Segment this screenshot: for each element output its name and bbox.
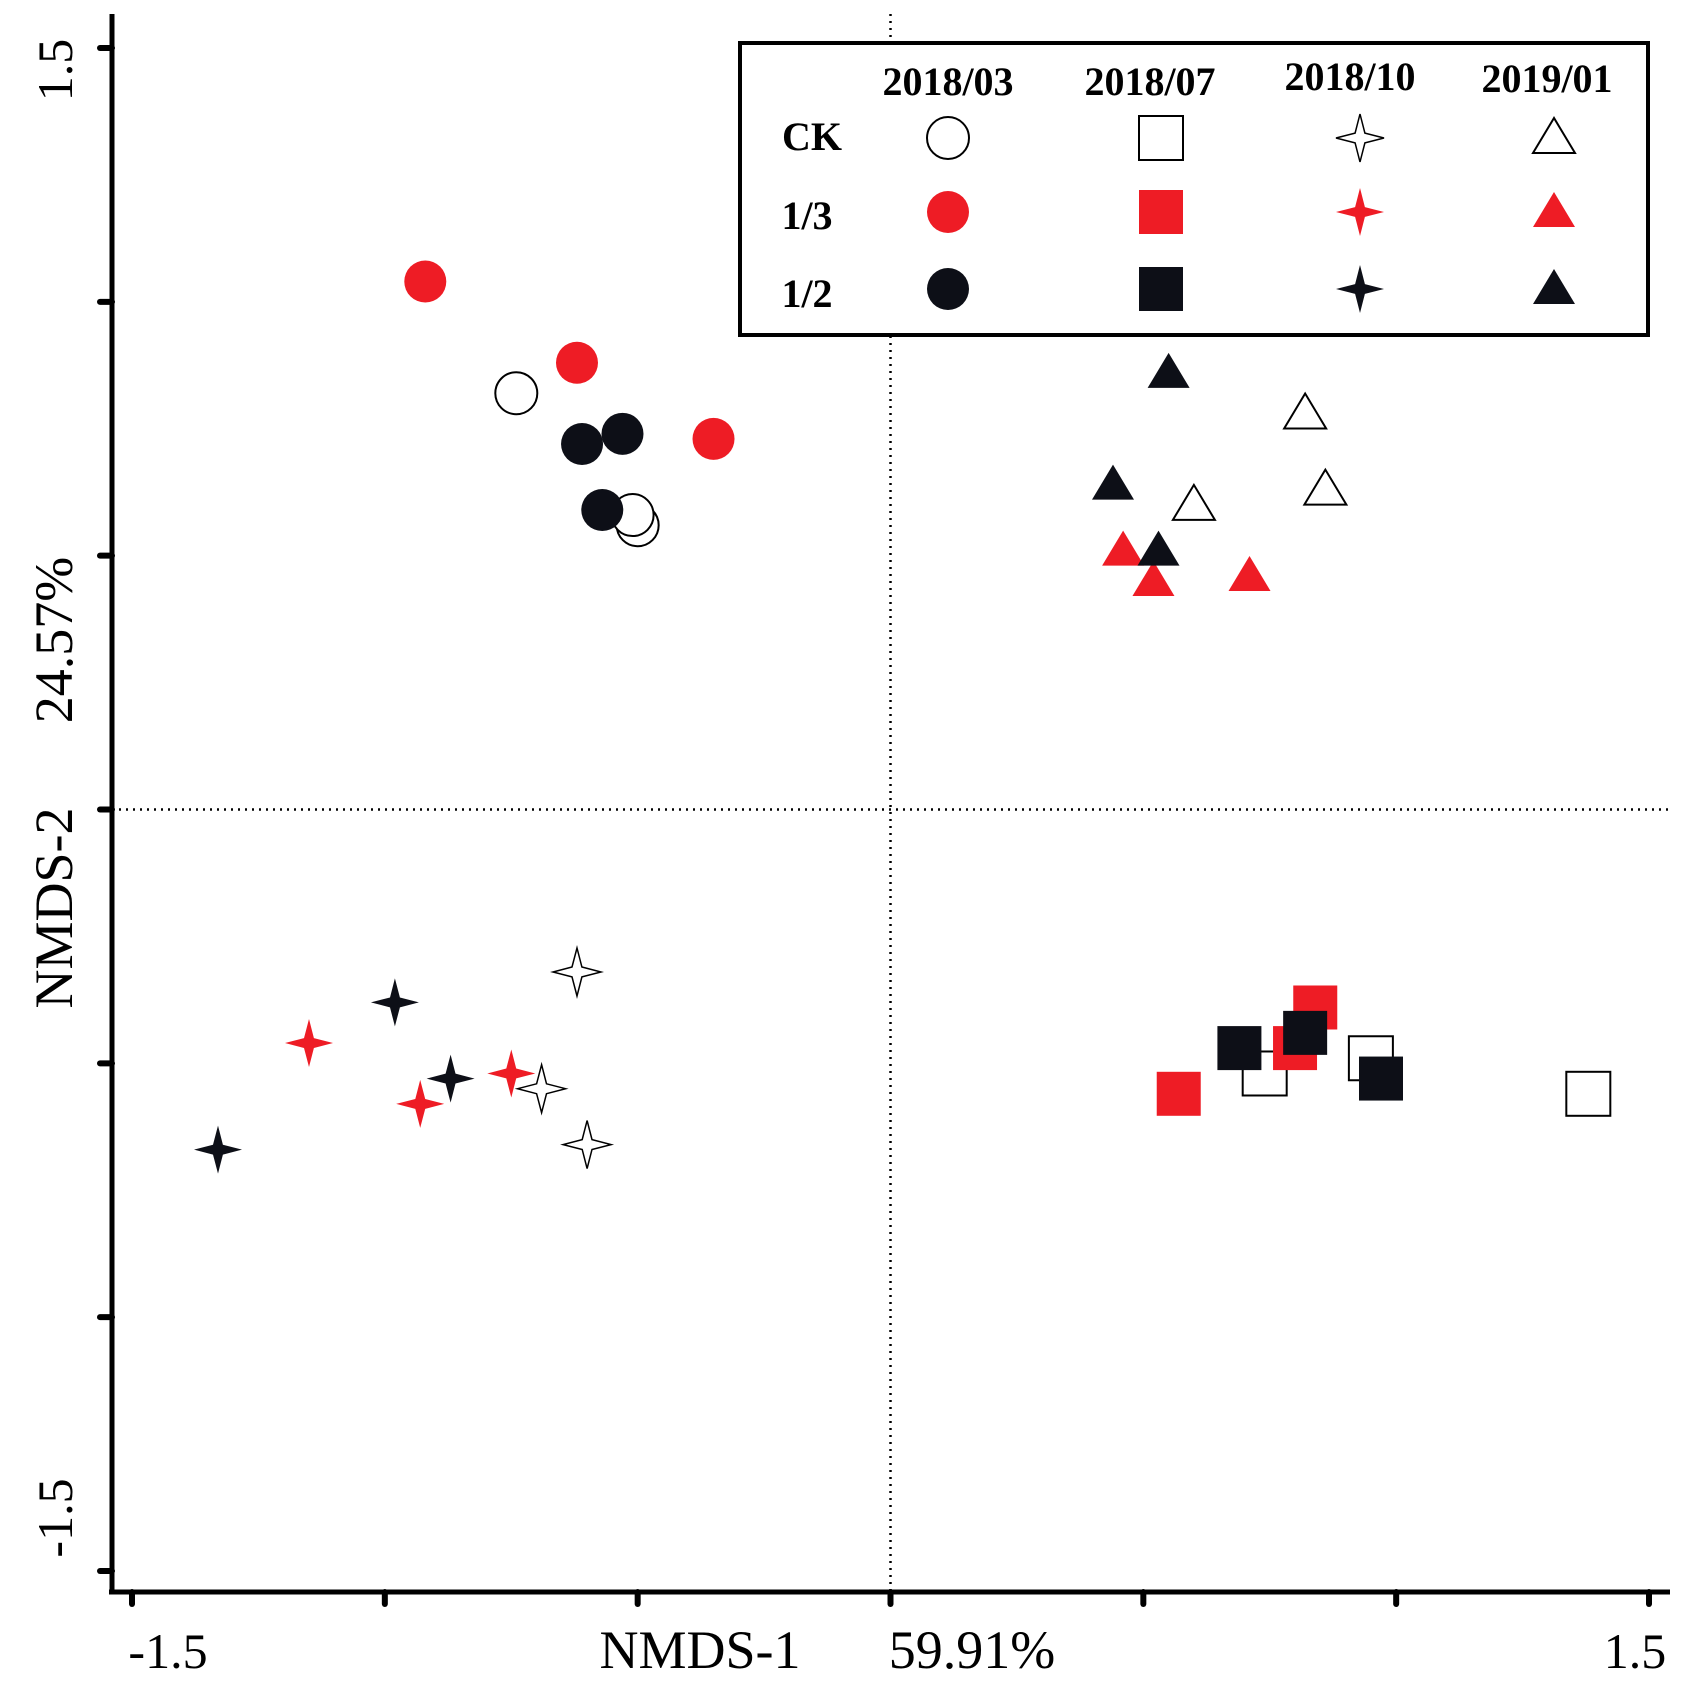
point-1-3-2018-03-1 [555,341,598,384]
point-1-2-2018-10-1 [426,1054,475,1103]
point-1-3-2018-03-2 [692,417,735,460]
data-points [194,260,1612,1174]
legend-symbol-ck-2019-01 [1531,116,1577,154]
point-1-3-2018-03-0 [404,260,447,303]
reference-lines [112,14,1670,1592]
legend-symbol-ck-2018-10 [1335,113,1385,163]
point-1-3-2018-10-1 [396,1079,445,1128]
legend-symbol-1-3-2019-01 [1533,192,1575,227]
legend-box [738,41,1650,337]
legend-symbol-1-2-2018-07 [1139,267,1183,311]
legend: 2018/03 2018/07 2018/10 2019/01 CK 1/3 1… [738,41,1650,337]
point-ck-2018-07-2 [1565,1070,1612,1117]
point-ck-2019-01-1 [1171,482,1217,521]
point-1-3-2019-01-1 [1132,561,1175,597]
point-1-2-2019-01-2 [1137,530,1180,566]
legend-row-1-2: 1/2 [781,271,832,316]
legend-symbol-1-2-2019-01 [1533,269,1575,304]
point-ck-2018-10-1 [514,1061,569,1116]
point-1-3-2018-10-0 [285,1019,333,1067]
point-ck-2019-01-0 [1282,391,1328,430]
y-axis-title: NMDS-2 [24,807,84,1008]
legend-symbol-1-3-2018-07 [1139,190,1183,234]
axis-ticks [97,45,1652,1607]
point-ck-2018-10-0 [550,945,604,999]
x-axis-percent: 59.91% [889,1620,1055,1680]
point-1-3-2019-01-0 [1102,530,1145,566]
point-1-2-2018-03-2 [581,488,624,531]
point-1-3-2018-10-2 [487,1049,536,1098]
legend-header-2018-07: 2018/07 [1084,59,1215,104]
point-1-2-2018-07-1 [1283,1010,1328,1055]
legend-symbol-1-2-2018-03 [927,268,969,310]
legend-symbols [926,113,1577,313]
x-tick-label-min: -1.5 [128,1623,207,1679]
point-ck-2018-10-2 [560,1120,615,1169]
point-ck-2019-01-2 [1302,467,1349,506]
point-1-2-2019-01-1 [1091,464,1134,500]
y-tick-label-min: -1.5 [27,1478,83,1557]
legend-header-2018-03: 2018/03 [882,59,1013,104]
point-1-3-2019-01-2 [1228,555,1271,591]
legend-symbol-1-3-2018-03 [927,191,969,233]
y-axis-percent: 24.57% [24,557,84,723]
legend-symbol-ck-2018-03 [926,116,970,160]
legend-symbol-1-2-2018-10 [1336,265,1384,313]
point-1-2-2018-10-2 [194,1125,242,1174]
point-1-2-2019-01-0 [1147,352,1190,388]
point-1-2-2018-03-0 [561,422,604,465]
legend-header-2019-01: 2019/01 [1481,56,1612,101]
x-axis-title: NMDS-1 [599,1620,800,1680]
legend-header-2018-10: 2018/10 [1284,54,1415,99]
y-tick-label-max: 1.5 [27,39,83,102]
legend-row-ck: CK [782,114,842,159]
legend-row-1-3: 1/3 [781,193,832,238]
x-tick-label-max: 1.5 [1604,1623,1667,1679]
legend-symbol-1-3-2018-10 [1336,188,1384,236]
point-1-2-2018-07-2 [1358,1056,1403,1101]
point-1-3-2018-07-0 [1156,1071,1201,1116]
legend-symbol-ck-2018-07 [1138,115,1184,161]
point-1-2-2018-10-0 [370,978,419,1027]
point-ck-2018-03-0 [494,371,539,416]
point-1-2-2018-03-1 [601,412,644,455]
point-1-2-2018-07-0 [1217,1026,1262,1071]
